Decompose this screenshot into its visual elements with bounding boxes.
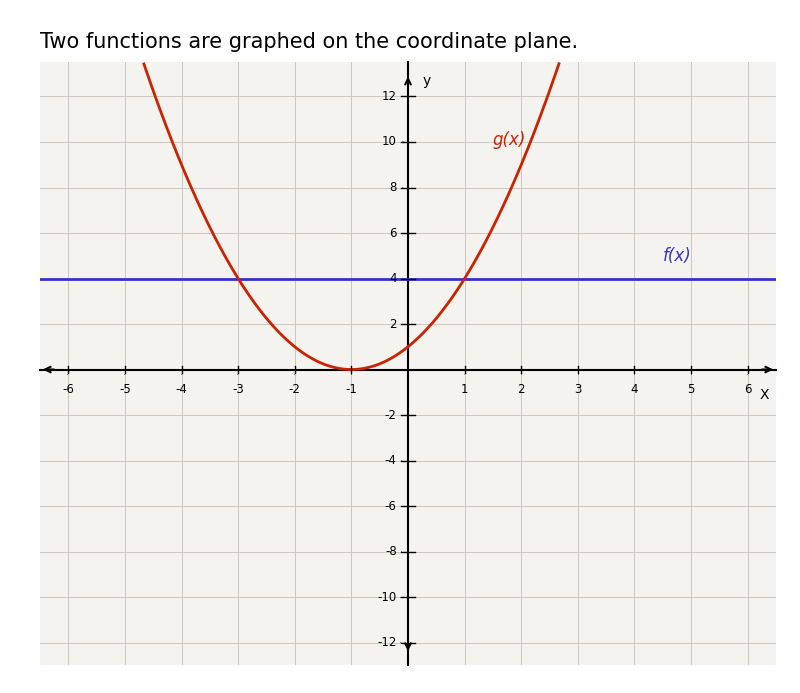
Text: -1: -1 [346, 383, 358, 396]
Text: 6: 6 [744, 383, 751, 396]
Text: -2: -2 [289, 383, 301, 396]
Text: -10: -10 [378, 590, 397, 604]
Text: 4: 4 [630, 383, 638, 396]
Text: 8: 8 [390, 181, 397, 194]
Text: -6: -6 [62, 383, 74, 396]
Text: X: X [760, 387, 770, 402]
Text: 10: 10 [382, 136, 397, 148]
Text: 12: 12 [382, 90, 397, 103]
Text: -5: -5 [119, 383, 130, 396]
Text: 4: 4 [389, 272, 397, 285]
Text: f(x): f(x) [662, 247, 691, 265]
Text: -8: -8 [385, 545, 397, 558]
Text: -3: -3 [232, 383, 244, 396]
Text: y: y [422, 73, 430, 88]
Text: 2: 2 [518, 383, 525, 396]
Text: 3: 3 [574, 383, 582, 396]
Text: -2: -2 [385, 408, 397, 421]
Text: 5: 5 [687, 383, 694, 396]
Text: -12: -12 [378, 636, 397, 649]
Text: 1: 1 [461, 383, 468, 396]
Text: -4: -4 [385, 454, 397, 467]
Text: 2: 2 [389, 317, 397, 331]
Text: g(x): g(x) [493, 130, 526, 148]
Text: Two functions are graphed on the coordinate plane.: Two functions are graphed on the coordin… [40, 33, 578, 53]
Text: -4: -4 [176, 383, 187, 396]
Text: -6: -6 [385, 500, 397, 513]
Text: 6: 6 [389, 227, 397, 240]
